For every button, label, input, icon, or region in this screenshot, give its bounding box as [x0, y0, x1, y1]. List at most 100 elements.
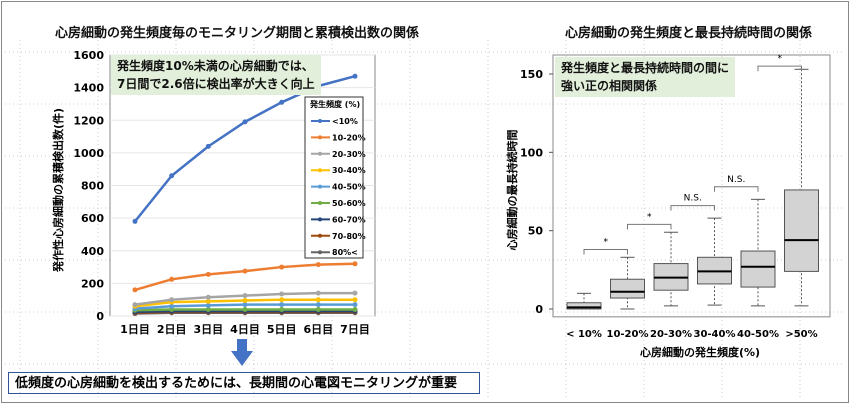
box-40-50% [740, 250, 776, 288]
box-plot-area [552, 54, 831, 318]
legend-label: 30-40% [332, 166, 366, 175]
data-point [132, 287, 138, 293]
x-tick-label: 6日目 [304, 323, 334, 336]
legend-label: <10% [332, 117, 358, 126]
data-point [279, 302, 285, 308]
y-tick-label: 1600 [73, 49, 104, 62]
annotation-line: 強い正の相関関係 [561, 79, 658, 93]
legend-marker [318, 201, 322, 205]
y-tick-label: 150 [520, 68, 543, 81]
data-point [279, 306, 285, 312]
data-point [132, 302, 138, 308]
legend-marker [318, 184, 322, 189]
y-tick-label: 100 [520, 146, 543, 159]
significance-bracket [670, 205, 715, 211]
x-tick-label: 7日目 [340, 323, 370, 336]
y-axis-label: 心房細動の最長持続時間 [505, 130, 519, 251]
x-tick-label: 5日目 [267, 323, 297, 336]
x-tick-label: 10-20% [606, 329, 648, 340]
y-tick-label: 0 [535, 303, 543, 316]
data-point [315, 262, 321, 268]
legend-marker [318, 135, 322, 140]
data-point [205, 302, 211, 308]
data-point [205, 298, 211, 304]
data-point [242, 306, 248, 312]
data-point [242, 302, 248, 308]
y-tick-label: 0 [96, 310, 104, 323]
data-point [352, 306, 358, 312]
data-point [132, 218, 138, 224]
data-point [315, 306, 321, 312]
data-point [242, 268, 248, 274]
box-annotation: 発生頻度と最長持続時間の間に 強い正の相関関係 [555, 57, 736, 97]
data-point [352, 297, 358, 303]
x-tick-label: 2日目 [157, 323, 187, 336]
legend-marker [318, 168, 322, 173]
y-tick-label: 1400 [73, 82, 104, 95]
data-point [205, 143, 211, 149]
legend-marker [318, 151, 322, 156]
legend-label: 70-80% [332, 232, 366, 241]
significance-bracket [757, 65, 802, 72]
data-point [169, 303, 175, 309]
annotation-line: 発生頻度10%未満の心房細動では、 [117, 59, 314, 73]
legend-label: 60-70% [332, 215, 366, 224]
legend-box [304, 96, 364, 259]
data-point [205, 306, 211, 312]
box-chart-title: 心房細動の発生頻度と最長持続時間の関係 [565, 26, 813, 41]
x-tick-label: 3日目 [194, 323, 224, 336]
data-point [352, 73, 358, 79]
data-point [242, 119, 248, 125]
significance-label: * [647, 212, 652, 222]
y-tick-label: 600 [81, 212, 104, 225]
y-tick-label: 400 [81, 245, 104, 258]
box-< 10% [566, 302, 602, 310]
data-point [279, 264, 285, 270]
data-point [352, 261, 358, 267]
x-axis-label: 心房細動の発生頻度(%) [640, 345, 760, 359]
line-chart-title: 心房細動の発生頻度毎のモニタリング期間と累積検出数の関係 [55, 26, 420, 41]
significance-label: N.S. [684, 194, 702, 204]
legend-label: 50-60% [332, 199, 366, 208]
legend-label: 80%< [332, 248, 358, 257]
significance-bracket [583, 248, 628, 255]
data-point [169, 173, 175, 179]
data-point [315, 297, 321, 303]
y-axis-label: 発作性心房細動の累積検出数(件) [51, 108, 65, 273]
significance-bracket [627, 223, 672, 230]
y-tick-label: 800 [81, 180, 104, 193]
x-tick-label: 30-40% [693, 329, 735, 340]
data-point [169, 276, 175, 282]
data-point [205, 294, 211, 300]
data-point [169, 297, 175, 303]
data-point [242, 293, 248, 299]
x-tick-label: < 10% [566, 329, 602, 340]
data-point [352, 290, 358, 296]
x-tick-label: >50% [785, 329, 817, 340]
data-point [315, 302, 321, 308]
significance-label: * [604, 237, 609, 247]
legend-label: 20-30% [332, 150, 366, 159]
line-annotation: 発生頻度10%未満の心房細動では、 7日間で2.6倍に検出率が大きく向上 [111, 55, 321, 95]
data-point [352, 302, 358, 308]
significance-label: N.S. [727, 175, 745, 185]
data-point [279, 297, 285, 303]
y-tick-label: 200 [81, 277, 104, 290]
x-tick-label: 20-30% [650, 329, 692, 340]
legend-marker [318, 233, 322, 238]
x-tick-label: 40-50% [737, 329, 779, 340]
annotation-line: 7日間で2.6倍に検出率が大きく向上 [117, 77, 315, 91]
y-tick-label: 1200 [73, 114, 104, 127]
conclusion-box: 低頻度の心房細動を検出するためには、長期間の心電図モニタリングが重要 [8, 372, 480, 394]
significance-bracket [714, 186, 759, 192]
x-tick-label: 1日目 [120, 323, 150, 336]
y-tick-label: 50 [528, 225, 544, 238]
box->50% [784, 189, 819, 272]
legend-marker [318, 250, 322, 255]
y-tick-label: 1000 [73, 147, 104, 160]
data-point [205, 271, 211, 277]
legend-marker [318, 119, 322, 123]
